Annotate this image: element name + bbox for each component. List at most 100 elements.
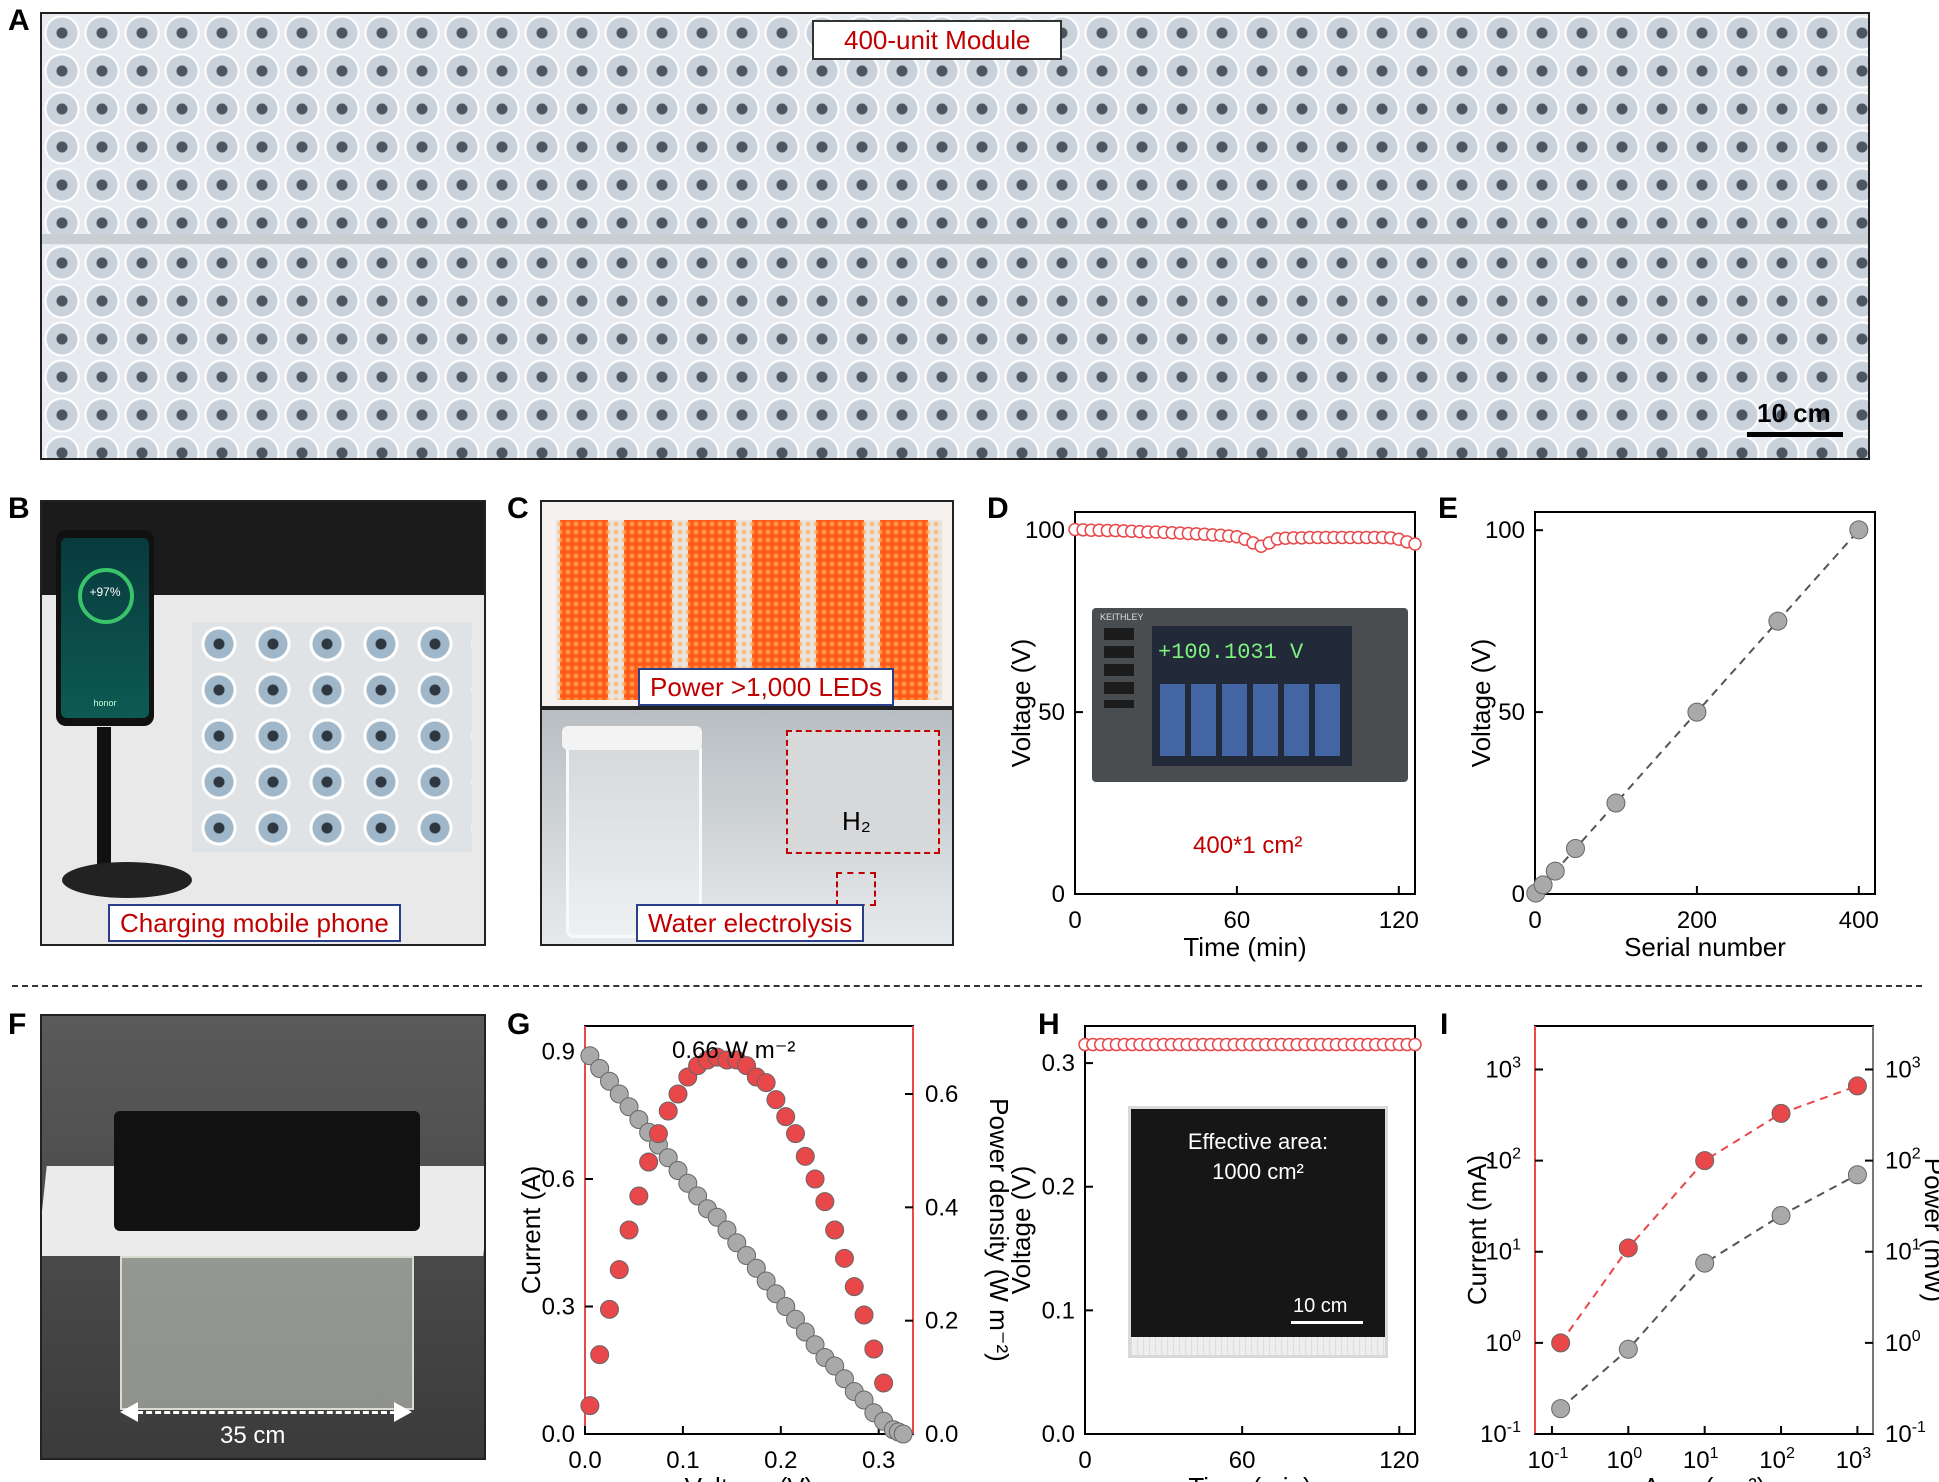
module-divider [42, 234, 1868, 244]
chart-i-point [1618, 1238, 1638, 1258]
chart-i-ytick-label: 101 [1485, 1237, 1521, 1266]
led-photo: Power >1,000 LEDs [540, 500, 954, 708]
chart-g-point [688, 1186, 708, 1206]
chart-g-point [717, 1220, 737, 1240]
chart-h-frame [1084, 1025, 1416, 1435]
chart-h-ytick-label: 0.1 [1042, 1297, 1075, 1324]
scale-label-a: 10 cm [1757, 398, 1831, 428]
chart-h-ylabel: Voltage (V) [1006, 1166, 1036, 1295]
module-half-bottom [42, 244, 1868, 458]
chart-d-ytick-label: 50 [1038, 699, 1065, 726]
chart-i-fit-line-1 [1559, 1173, 1858, 1410]
chart-d-point [1408, 537, 1422, 551]
chart-g-point [776, 1297, 796, 1316]
meter-buttons [1104, 628, 1134, 708]
chart-g-point [834, 1369, 854, 1389]
inset-text-2: 1000 cm² [1212, 1159, 1304, 1184]
phone-brand: honor [93, 698, 117, 708]
chart-g-point [825, 1220, 845, 1240]
peak-annotation-g: 0.66 W m⁻² [672, 1037, 796, 1064]
chart-g-point [658, 1101, 678, 1121]
chart-g-ytick-right-label: 0.2 [925, 1308, 958, 1335]
chart-g-point [668, 1161, 688, 1180]
chart-i-xtick-label: 10-1 [1527, 1445, 1568, 1474]
chart-e-point [1545, 861, 1565, 881]
chart-g-xtick-label: 0.2 [764, 1447, 797, 1474]
chart-i-xlabel: Area (cm²) [1643, 1472, 1766, 1482]
chart-g-point [805, 1335, 825, 1355]
phone: +97% honor [56, 530, 154, 726]
arrow-right-head [394, 1402, 412, 1422]
chart-g-xtick-label: 0.0 [568, 1447, 601, 1474]
chart-h-ytick-label: 0.0 [1042, 1421, 1075, 1448]
chart-g-point [590, 1059, 610, 1078]
chart-i-xtick-label: 100 [1607, 1445, 1643, 1474]
chart-g-point [893, 1424, 913, 1444]
phone-charging-photo: +97% honor Charging mobile phone [40, 500, 486, 946]
chart-e-point [1768, 611, 1788, 631]
chart-g-point [795, 1322, 815, 1342]
chart-e-point [1533, 875, 1553, 895]
chart-i-xtick-label: 102 [1759, 1445, 1795, 1474]
chart-e-point [1606, 793, 1626, 813]
chart-d-ytick-label: 0 [1052, 881, 1065, 908]
chart-g-point [599, 1299, 619, 1319]
chart-h-ytick-label: 0.2 [1042, 1174, 1075, 1201]
panel-label-h: H [1038, 1008, 1060, 1041]
chart-g-point [844, 1277, 864, 1297]
electrolysis-photo: H₂ Water electrolysis [540, 708, 954, 946]
battery-percent: +97% [89, 585, 121, 599]
phone-stand [97, 727, 111, 877]
chart-e-xtick-label: 0 [1528, 907, 1541, 934]
h2-label: H₂ [842, 806, 871, 836]
phone-stand-base [62, 862, 192, 898]
chart-g-point [737, 1246, 757, 1265]
chart-i-point [1618, 1339, 1638, 1359]
chart-g-point [795, 1146, 815, 1166]
chart-e-point [1687, 702, 1707, 722]
panel-label-i: I [1440, 1008, 1449, 1041]
chart-i-ytick-label: 100 [1485, 1328, 1521, 1357]
scale-label-h: 10 cm [1293, 1295, 1348, 1317]
meter-softkeys [1160, 684, 1344, 756]
chart-g-xtick-label: 0.3 [862, 1447, 895, 1474]
chart-g-point [825, 1356, 845, 1376]
chart-g-point [668, 1084, 688, 1104]
ruler-strip [1131, 1337, 1385, 1355]
chart-e-point [1565, 839, 1585, 859]
chart-i-fit-line-0 [1559, 1084, 1858, 1344]
meter-screen: +100.1031 V [1152, 626, 1352, 766]
chart-d-frame [1074, 511, 1416, 895]
chart-e-ytick-label: 50 [1498, 699, 1525, 726]
chart-i-ytick-label: 102 [1485, 1146, 1521, 1175]
chart-i-ytick-right-label: 10-1 [1885, 1419, 1926, 1448]
chart-h-xtick-label: 120 [1379, 1447, 1419, 1474]
panel-label-d: D [987, 492, 1009, 525]
panel-label-c: C [507, 492, 529, 525]
chart-i-frame [1534, 1025, 1874, 1435]
cell-black-electrode [114, 1111, 420, 1231]
chart-e-ytick-label: 100 [1485, 517, 1525, 544]
caption-charging: Charging mobile phone [108, 904, 401, 942]
chart-g-point [864, 1339, 884, 1359]
chart-e-ytick-label: 0 [1512, 881, 1525, 908]
electrolysis-lid [562, 726, 702, 750]
chart-g-point [609, 1260, 629, 1280]
chart-g-ytick-right-label: 0.6 [925, 1081, 958, 1108]
chart-g-point [756, 1073, 776, 1093]
chart-i-ylabel: Current (mA) [1462, 1155, 1492, 1305]
chart-i-ytick-right-label: 100 [1885, 1328, 1921, 1357]
caption-leds: Power >1,000 LEDs [638, 668, 894, 706]
chart-g-point [786, 1309, 806, 1329]
scale-bar-a [1747, 432, 1843, 437]
chart-i-ytick-label: 10-1 [1480, 1419, 1521, 1448]
chart-e-xtick-label: 400 [1839, 907, 1879, 934]
charging-ring [78, 568, 134, 624]
chart-i-xtick-label: 103 [1836, 1445, 1872, 1474]
large-cell-photo: 35 cm [40, 1014, 486, 1460]
chart-g-ytick-label: 0.9 [542, 1039, 575, 1066]
chart-d-ylabel: Voltage (V) [1006, 639, 1036, 768]
effective-area-photo: Effective area: 1000 cm² 10 cm [1128, 1106, 1388, 1358]
chart-g-ytick-right-label: 0.0 [925, 1421, 958, 1448]
chart-g-point [854, 1390, 874, 1410]
